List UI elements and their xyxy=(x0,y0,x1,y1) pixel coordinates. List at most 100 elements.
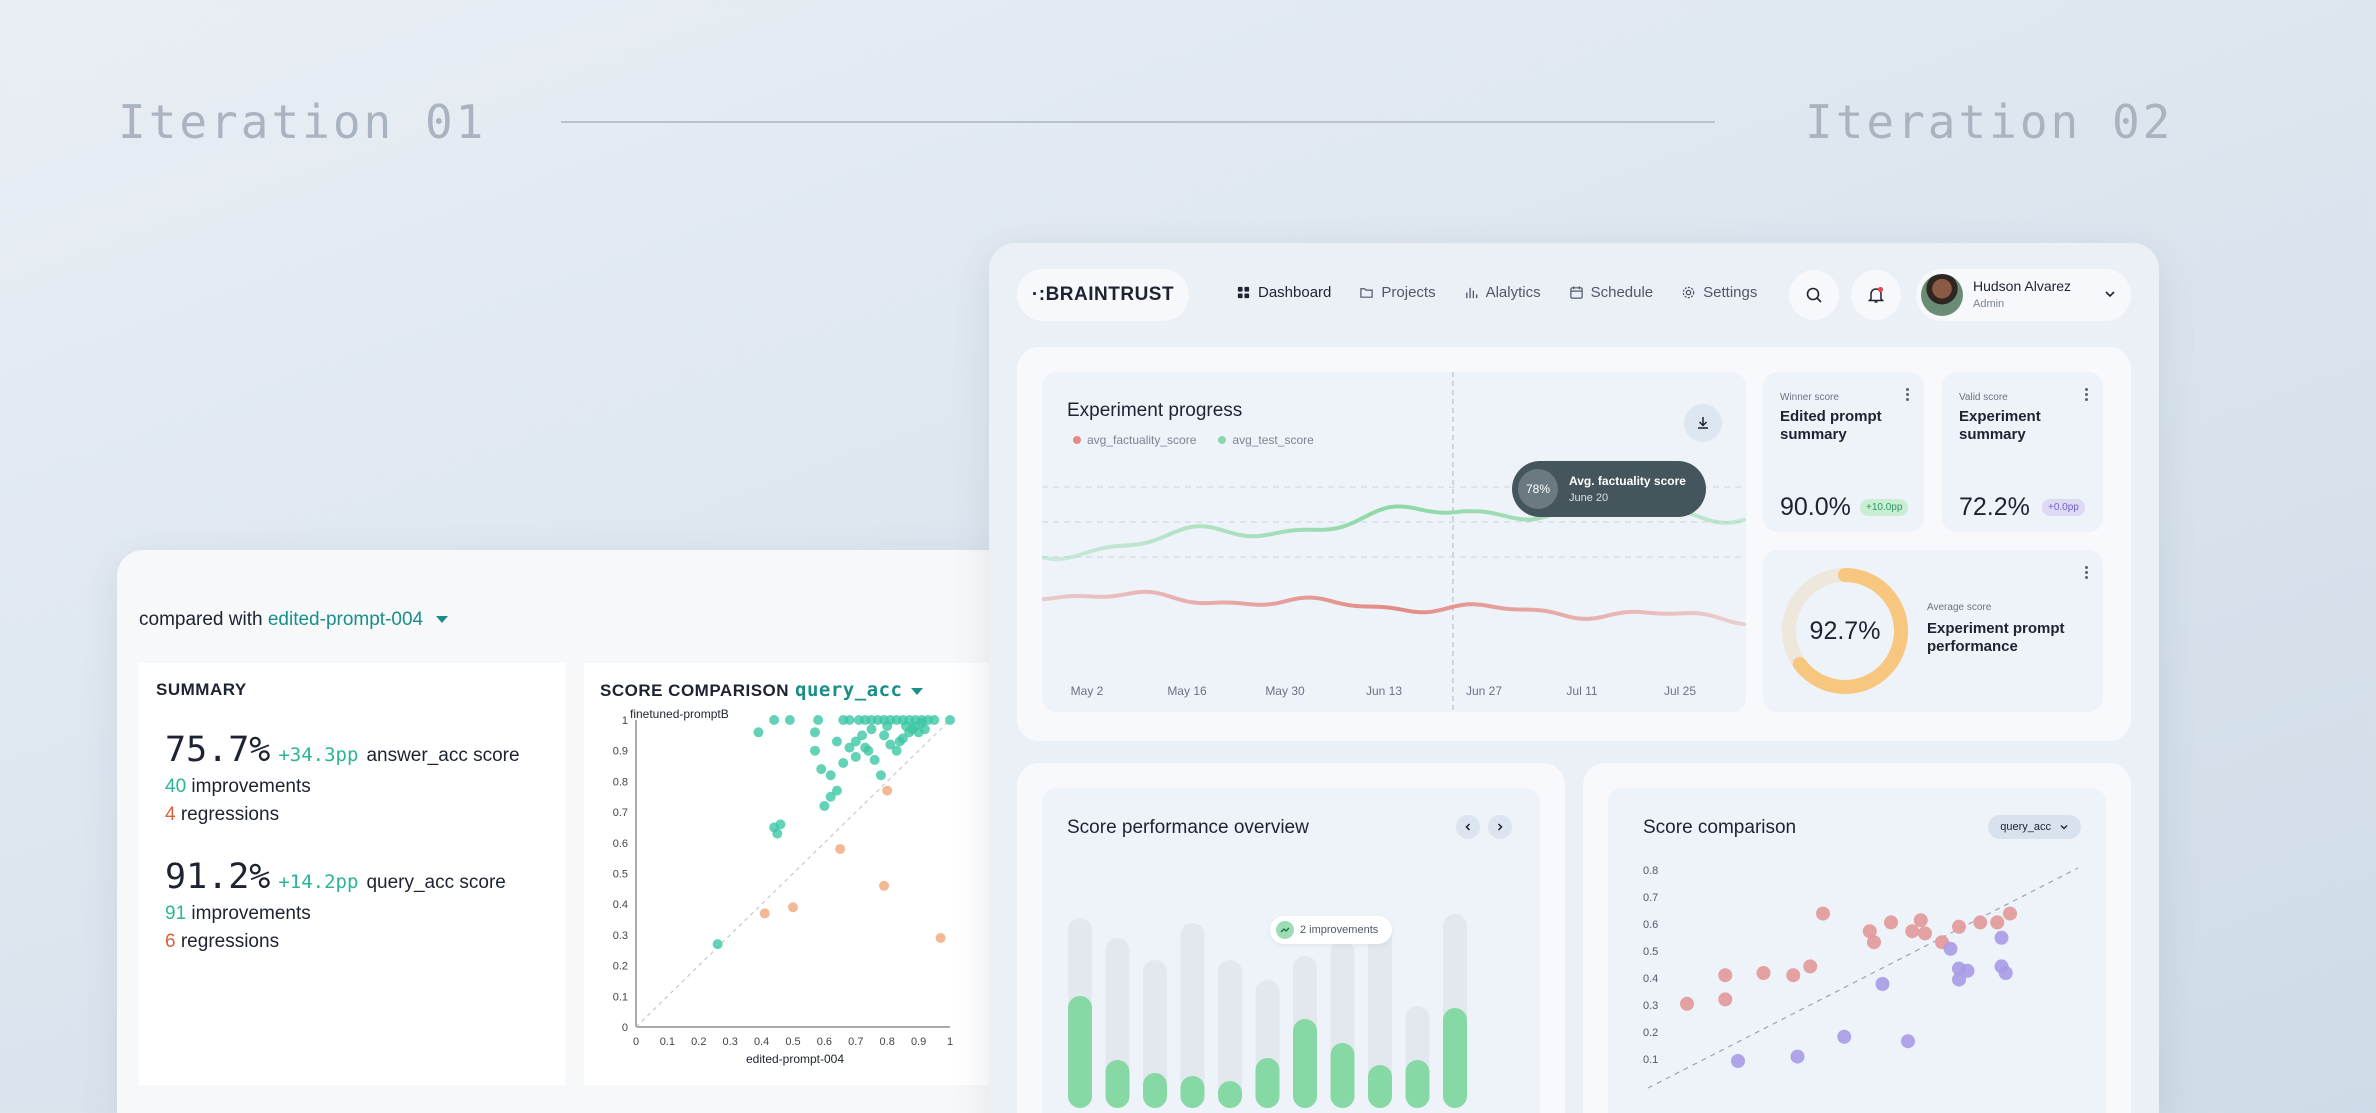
red-point xyxy=(1816,906,1830,921)
valid-score-card[interactable]: Valid score Experiment summary 72.2% +0.… xyxy=(1942,372,2103,532)
regression-point xyxy=(935,932,946,943)
improvement-point xyxy=(897,733,908,744)
regressions-label: regressions xyxy=(180,804,280,825)
metric-dropdown[interactable]: query_acc xyxy=(1988,815,2081,839)
iteration-divider xyxy=(561,121,1715,123)
regressions-count[interactable]: 6 xyxy=(165,931,176,952)
experiment-progress-card: Experiment progress avg_factuality_score… xyxy=(1042,372,1746,712)
more-icon[interactable] xyxy=(2085,566,2089,581)
card-name: Experiment summary xyxy=(1959,408,2041,443)
nav-item-projects[interactable]: Projects xyxy=(1359,284,1436,301)
improvements-chip[interactable]: 2 improvements xyxy=(1270,916,1393,944)
improvement-point xyxy=(838,757,849,768)
nav-item-schedule[interactable]: Schedule xyxy=(1569,284,1653,301)
nav-item-dashboard[interactable]: Dashboard xyxy=(1236,284,1331,301)
x-tick-label: 0.7 xyxy=(848,1036,863,1048)
chevron-down-icon[interactable] xyxy=(2103,287,2117,301)
caret-down-icon[interactable] xyxy=(436,616,449,624)
logo[interactable]: ·:BRAINTRUST xyxy=(1017,269,1189,321)
x-tick-label: 0.5 xyxy=(785,1036,800,1048)
improvement-point xyxy=(885,739,896,750)
compared-value[interactable]: edited-prompt-004 xyxy=(267,609,424,630)
chart-tooltip: 78% Avg. factuality score June 20 xyxy=(1512,461,1706,517)
score-comparison-panel: SCORE COMPARISON query_acc finetuned-prom… xyxy=(584,663,1017,1085)
chevron-left-icon xyxy=(1465,823,1471,831)
improvement-point xyxy=(879,730,890,741)
donut-chart xyxy=(1782,568,1908,694)
summary-title: SUMMARY xyxy=(156,680,247,699)
y-tick-label: 0.8 xyxy=(613,776,628,788)
red-point xyxy=(1867,935,1881,950)
purple-point xyxy=(1998,966,2013,980)
y-tick-label: 0.8 xyxy=(1643,865,1658,877)
metric-value: 75.7% xyxy=(165,730,271,770)
search-icon xyxy=(1806,287,1822,303)
card-caption: Valid score xyxy=(1959,392,2008,403)
purple-point xyxy=(1790,1049,1805,1064)
bar-score xyxy=(1255,1058,1280,1108)
x-tick-label: 0.9 xyxy=(911,1036,926,1048)
y-tick-label: 0.2 xyxy=(613,961,628,973)
purple-point xyxy=(1943,941,1958,956)
trend-up-icon xyxy=(1276,921,1294,939)
bar-total xyxy=(1143,960,1167,1108)
regression-point xyxy=(759,908,770,919)
legend-item-test[interactable]: avg_test_score xyxy=(1218,433,1314,447)
improvement-point xyxy=(891,745,902,756)
purple-point xyxy=(1875,977,1890,991)
user-menu[interactable]: Hudson Alvarez Admin xyxy=(1916,269,2131,321)
legend-item-factuality[interactable]: avg_factuality_score xyxy=(1073,433,1196,447)
compared-with-selector[interactable]: compared with edited-prompt-004 xyxy=(139,609,449,631)
card-caption: Average score xyxy=(1927,602,1992,613)
card-badge: +0.0pp xyxy=(2042,499,2085,516)
prev-button[interactable] xyxy=(1456,815,1480,839)
card-value: 72.2% xyxy=(1959,493,2030,521)
y-tick-label: 0.6 xyxy=(613,838,628,850)
bar-score xyxy=(1218,1081,1242,1108)
winner-score-card[interactable]: Winner score Edited prompt summary 90.0%… xyxy=(1763,372,1924,532)
chart-legend: avg_factuality_score avg_test_score xyxy=(1073,433,1314,447)
purple-point xyxy=(1960,963,1975,978)
x-axis-label: May 16 xyxy=(1167,684,1207,698)
improvement-point xyxy=(844,715,855,725)
improvements-count[interactable]: 91 xyxy=(165,903,187,924)
red-point xyxy=(1803,959,1818,974)
experiment-progress-title: Experiment progress xyxy=(1067,400,1243,421)
red-point xyxy=(1884,915,1898,930)
nav-item-settings[interactable]: Settings xyxy=(1681,284,1757,301)
metric-selector[interactable]: query_acc xyxy=(795,679,903,701)
improvement-point xyxy=(844,742,855,753)
more-icon[interactable] xyxy=(2085,388,2089,403)
calendar-icon xyxy=(1569,286,1583,299)
next-button[interactable] xyxy=(1488,815,1512,839)
iteration-02-dashboard: ·:BRAINTRUST Dashboard Projects Alalytic… xyxy=(989,243,2159,1113)
red-point xyxy=(1680,996,1694,1011)
folder-icon xyxy=(1360,288,1374,298)
nav-item-analytics[interactable]: Alalytics xyxy=(1464,284,1541,301)
score-comparison-scatter: finetuned-promptB 0 0.1 0.2 0.3 0.4 0.5 0.6 0.7 0… xyxy=(613,707,1017,1066)
average-score-card[interactable]: 92.7% Average score Experiment prompt pe… xyxy=(1763,550,2103,712)
regressions-count[interactable]: 4 xyxy=(165,804,176,825)
avatar xyxy=(1921,274,1963,316)
improvement-point xyxy=(772,828,783,839)
bar-total xyxy=(1180,923,1205,1108)
more-icon[interactable] xyxy=(1906,388,1910,403)
bar-score xyxy=(1368,1065,1392,1108)
download-button[interactable] xyxy=(1684,404,1722,442)
caret-down-icon[interactable] xyxy=(910,688,923,696)
user-role: Admin xyxy=(1973,298,2005,310)
search-button[interactable] xyxy=(1789,270,1839,320)
improvement-point xyxy=(825,770,836,781)
red-point xyxy=(1990,915,2005,930)
overview-panel: Experiment progress avg_factuality_score… xyxy=(1017,347,2131,741)
improvements-count[interactable]: 40 xyxy=(165,776,187,797)
nav-label: Projects xyxy=(1381,284,1436,301)
notifications-button[interactable] xyxy=(1851,270,1901,320)
compared-prefix: compared with xyxy=(139,609,263,630)
x-tick-label: 0.6 xyxy=(817,1036,832,1048)
purple-point xyxy=(1994,930,2009,945)
summary-panel: SUMMARY 75.7% +34.3pp answer_acc score 40 … xyxy=(139,663,565,1085)
x-tick-label: 0 xyxy=(633,1036,639,1048)
bar-score xyxy=(1443,1008,1467,1108)
bar-score xyxy=(1293,1019,1317,1108)
